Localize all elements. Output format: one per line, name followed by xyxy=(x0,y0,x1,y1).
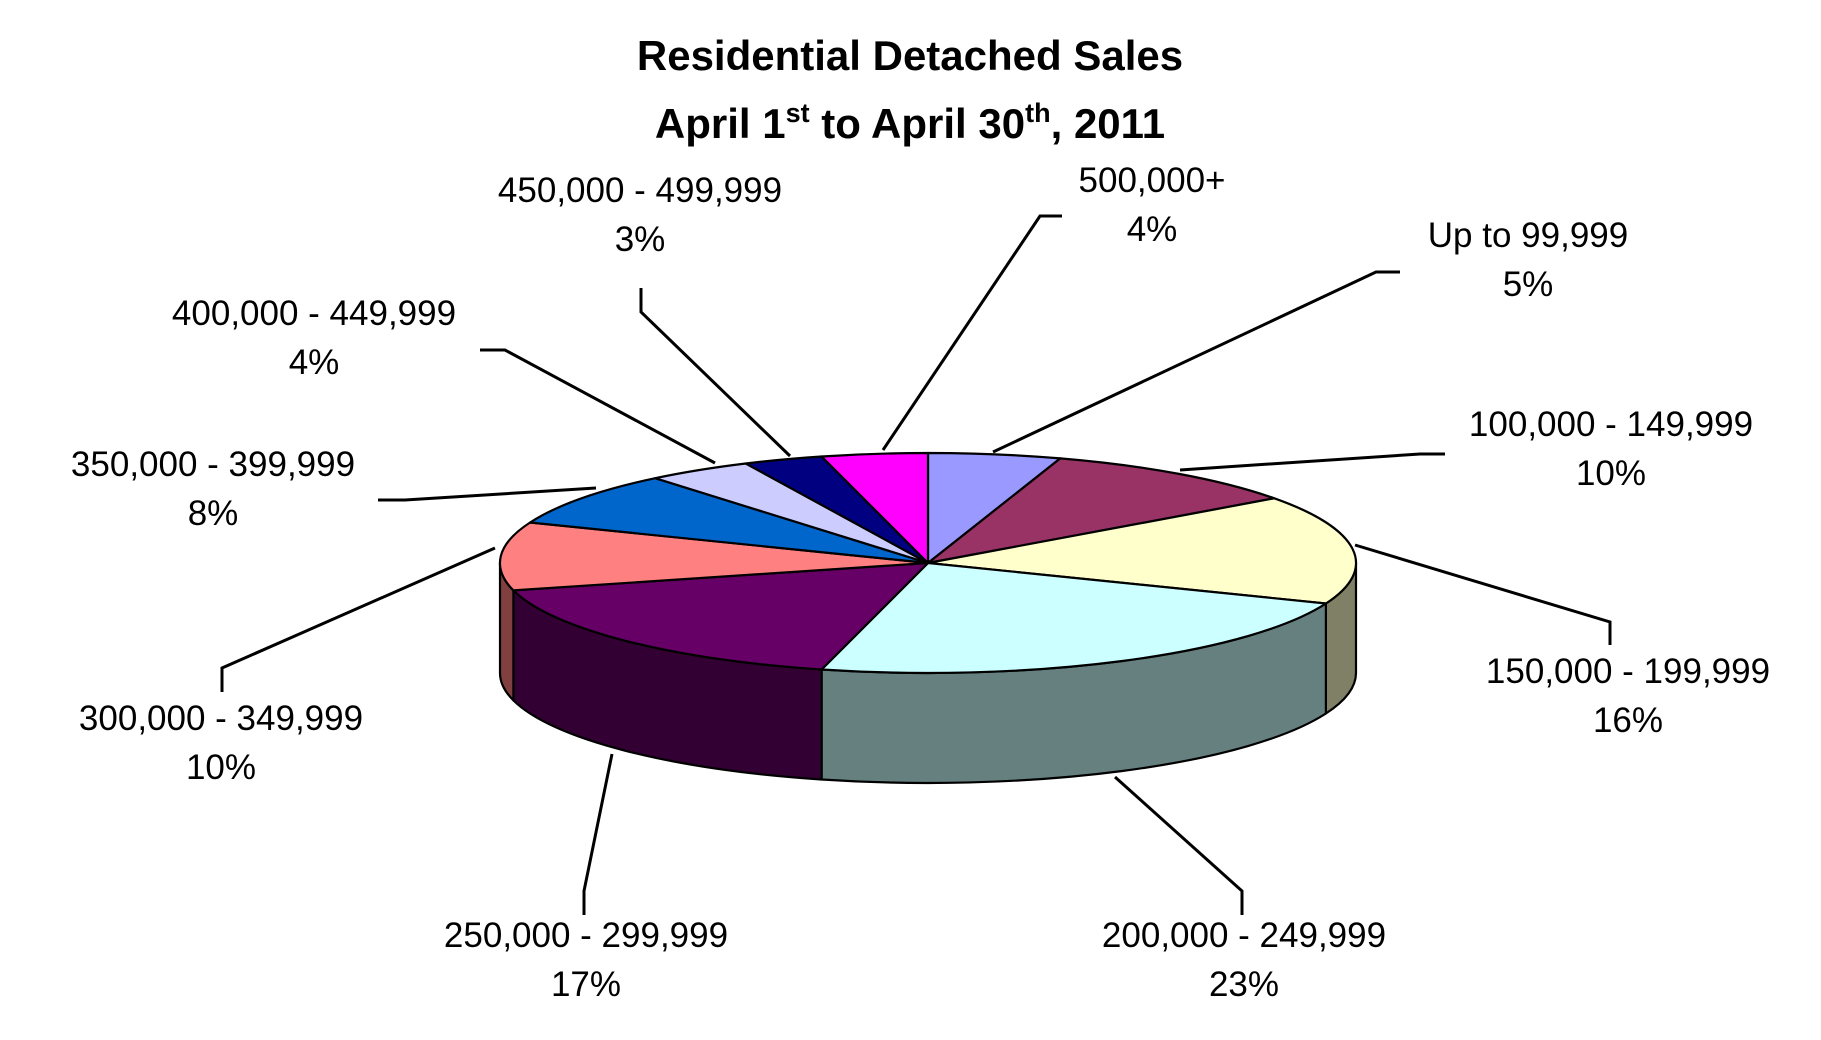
chart-subtitle: April 1st to April 30th, 2011 xyxy=(655,98,1165,147)
slice-label-name-150-000-199-999: 150,000 - 199,999 xyxy=(1486,652,1770,691)
slice-200-000-249-999 xyxy=(820,561,1327,675)
leader-line-up-to-99-999 xyxy=(992,270,1400,454)
slice-label-value-400-000-449-999: 4% xyxy=(289,343,340,382)
leader-line-450-000-499-999 xyxy=(639,288,792,458)
slice-label-value-500-000: 4% xyxy=(1127,210,1178,249)
slice-labels: Up to 99,999 5% 100,000 - 149,999 10% 150,00… xyxy=(71,161,1770,1004)
slice-label-300-000-349-999: 300,000 - 349,999 10% xyxy=(79,699,363,787)
chart-title-group: Residential Detached Sales April 1st to … xyxy=(637,32,1183,147)
subtitle-part-1: April 1 xyxy=(655,100,786,147)
slice-label-value-250-000-299-999: 17% xyxy=(551,965,621,1004)
slice-label-200-000-249-999: 200,000 - 249,999 23% xyxy=(1102,916,1386,1004)
slice-label-450-000-499-999: 450,000 - 499,999 3% xyxy=(498,171,782,259)
subtitle-sup-1: st xyxy=(786,98,810,128)
subtitle-part-2: to April 30 xyxy=(810,100,1025,147)
slice-label-name-200-000-249-999: 200,000 - 249,999 xyxy=(1102,916,1386,955)
slice-300-000-349-999 xyxy=(498,521,930,592)
slice-100-000-149-999 xyxy=(926,457,1276,565)
leader-lines xyxy=(220,214,1612,915)
slice-label-500-000: 500,000+ 4% xyxy=(1079,161,1226,249)
slice-label-400-000-449-999: 400,000 - 449,999 4% xyxy=(172,294,456,382)
slice-label-name-300-000-349-999: 300,000 - 349,999 xyxy=(79,699,363,738)
slice-label-name-450-000-499-999: 450,000 - 499,999 xyxy=(498,171,782,210)
leader-line-150-000-199-999 xyxy=(1354,543,1612,645)
subtitle-sup-2: th xyxy=(1025,98,1050,128)
slice-label-100-000-149-999: 100,000 - 149,999 10% xyxy=(1469,405,1753,493)
slice-label-350-000-399-999: 350,000 - 399,999 8% xyxy=(71,445,355,533)
slice-label-value-300-000-349-999: 10% xyxy=(186,748,256,787)
chart-title: Residential Detached Sales xyxy=(637,32,1183,79)
slice-500-000 xyxy=(820,451,930,565)
leader-line-350-000-399-999 xyxy=(378,486,597,502)
slice-label-name-up-to-99-999: Up to 99,999 xyxy=(1428,216,1628,255)
slice-label-250-000-299-999: 250,000 - 299,999 17% xyxy=(444,916,728,1004)
pie-slices xyxy=(498,451,1358,785)
subtitle-part-3: , 2011 xyxy=(1051,100,1165,147)
slice-label-value-450-000-499-999: 3% xyxy=(615,220,666,259)
slice-label-value-150-000-199-999: 16% xyxy=(1593,701,1663,740)
slice-label-up-to-99-999: Up to 99,999 5% xyxy=(1428,216,1628,304)
slice-label-value-100-000-149-999: 10% xyxy=(1576,454,1646,493)
slice-350-000-399-999 xyxy=(529,477,930,565)
slice-150-000-199-999 xyxy=(926,497,1358,605)
leader-line-500-000 xyxy=(881,214,1062,451)
slice-label-name-250-000-299-999: 250,000 - 299,999 xyxy=(444,916,728,955)
leader-line-200-000-249-999 xyxy=(1113,775,1244,915)
slice-label-value-up-to-99-999: 5% xyxy=(1503,265,1554,304)
leader-line-250-000-299-999 xyxy=(582,753,614,915)
leader-line-400-000-449-999 xyxy=(480,348,716,465)
slice-label-name-400-000-449-999: 400,000 - 449,999 xyxy=(172,294,456,333)
slice-label-value-200-000-249-999: 23% xyxy=(1209,965,1279,1004)
slice-label-value-350-000-399-999: 8% xyxy=(188,494,239,533)
slice-label-name-350-000-399-999: 350,000 - 399,999 xyxy=(71,445,355,484)
slice-label-name-100-000-149-999: 100,000 - 149,999 xyxy=(1469,405,1753,444)
slice-250-000-299-999 xyxy=(512,561,930,671)
slice-label-name-500-000: 500,000+ xyxy=(1079,161,1226,200)
leader-line-300-000-349-999 xyxy=(220,546,496,692)
slice-label-150-000-199-999: 150,000 - 199,999 16% xyxy=(1486,652,1770,740)
leader-line-100-000-149-999 xyxy=(1179,452,1445,472)
